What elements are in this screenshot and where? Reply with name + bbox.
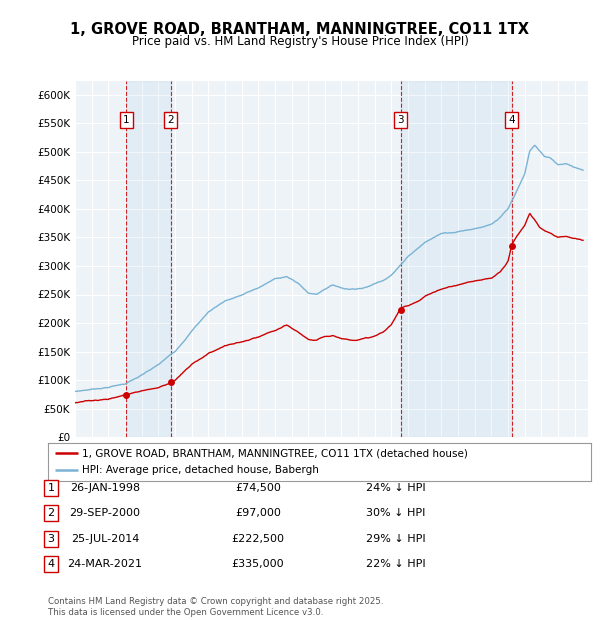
Bar xyxy=(401,81,512,437)
Text: Contains HM Land Registry data © Crown copyright and database right 2025.
This d: Contains HM Land Registry data © Crown c… xyxy=(48,598,383,617)
Bar xyxy=(126,81,171,437)
Text: 24% ↓ HPI: 24% ↓ HPI xyxy=(366,483,426,493)
Text: 30% ↓ HPI: 30% ↓ HPI xyxy=(367,508,425,518)
Text: 1: 1 xyxy=(47,483,55,493)
Text: 4: 4 xyxy=(509,115,515,125)
Text: 2: 2 xyxy=(167,115,174,125)
Text: 1: 1 xyxy=(123,115,130,125)
Text: £335,000: £335,000 xyxy=(232,559,284,569)
Text: £74,500: £74,500 xyxy=(235,483,281,493)
Text: 3: 3 xyxy=(397,115,404,125)
Text: 29-SEP-2000: 29-SEP-2000 xyxy=(70,508,140,518)
Text: 25-JUL-2014: 25-JUL-2014 xyxy=(71,534,139,544)
Text: 3: 3 xyxy=(47,534,55,544)
Text: 4: 4 xyxy=(47,559,55,569)
Text: 29% ↓ HPI: 29% ↓ HPI xyxy=(366,534,426,544)
Text: HPI: Average price, detached house, Babergh: HPI: Average price, detached house, Babe… xyxy=(82,466,319,476)
Text: 26-JAN-1998: 26-JAN-1998 xyxy=(70,483,140,493)
Text: Price paid vs. HM Land Registry's House Price Index (HPI): Price paid vs. HM Land Registry's House … xyxy=(131,35,469,48)
Text: 22% ↓ HPI: 22% ↓ HPI xyxy=(366,559,426,569)
Text: 2: 2 xyxy=(47,508,55,518)
Text: £97,000: £97,000 xyxy=(235,508,281,518)
Text: 1, GROVE ROAD, BRANTHAM, MANNINGTREE, CO11 1TX (detached house): 1, GROVE ROAD, BRANTHAM, MANNINGTREE, CO… xyxy=(82,448,467,458)
Text: 1, GROVE ROAD, BRANTHAM, MANNINGTREE, CO11 1TX: 1, GROVE ROAD, BRANTHAM, MANNINGTREE, CO… xyxy=(71,22,530,37)
Text: 24-MAR-2021: 24-MAR-2021 xyxy=(67,559,143,569)
Text: £222,500: £222,500 xyxy=(232,534,284,544)
